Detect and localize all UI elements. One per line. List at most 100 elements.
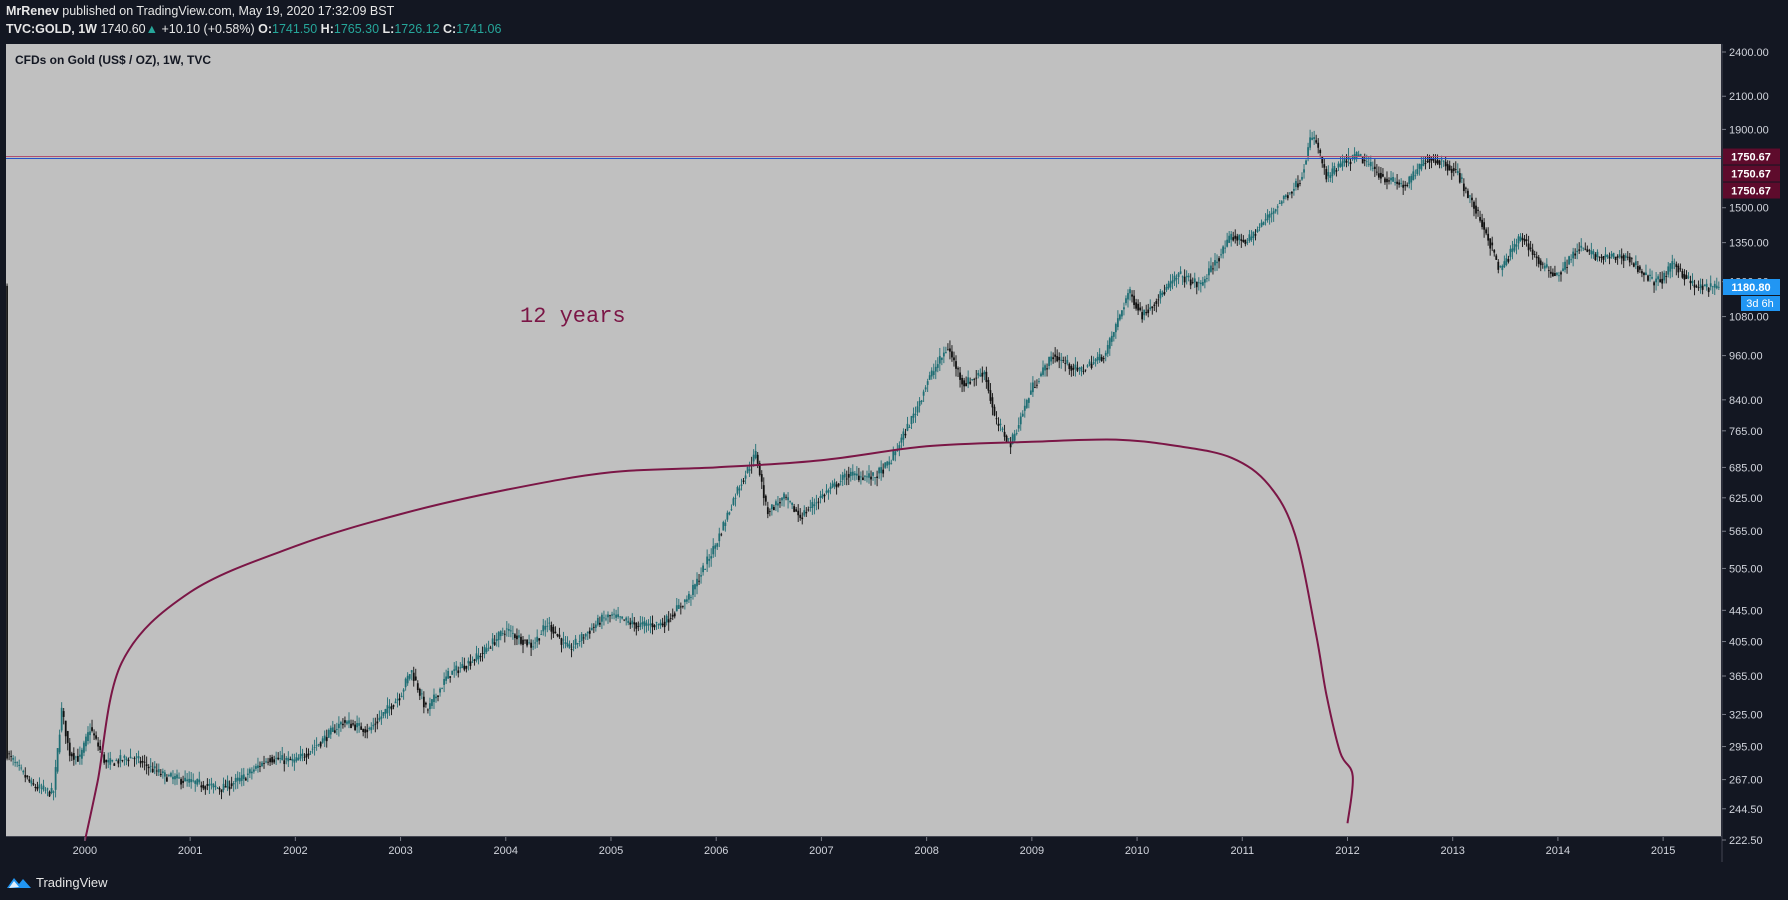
candle-body bbox=[435, 696, 437, 699]
candle-body bbox=[894, 451, 897, 456]
candle-body bbox=[1242, 240, 1245, 243]
candle-body bbox=[1424, 163, 1427, 165]
candle-body bbox=[1600, 257, 1603, 259]
candle-body bbox=[1343, 158, 1346, 163]
candle-body bbox=[172, 776, 174, 780]
candle-body bbox=[234, 778, 237, 783]
candle-body bbox=[1576, 250, 1579, 253]
candle-body bbox=[388, 706, 391, 709]
candle-body bbox=[1643, 272, 1645, 276]
candle-body bbox=[1078, 368, 1081, 370]
candle-body bbox=[400, 695, 403, 698]
candle-body bbox=[1347, 155, 1350, 160]
candle-body bbox=[803, 510, 806, 516]
candle-body bbox=[647, 624, 650, 626]
candle-body bbox=[947, 349, 949, 351]
candle-body bbox=[1329, 175, 1332, 179]
candle-body bbox=[293, 759, 296, 763]
price-tick-label: 765.00 bbox=[1729, 426, 1763, 438]
tradingview-footer[interactable]: TradingView bbox=[6, 872, 108, 892]
author-name[interactable]: MrRenev bbox=[6, 4, 59, 18]
candle-body bbox=[1042, 367, 1044, 375]
candle-body bbox=[673, 613, 676, 617]
candle-body bbox=[1100, 356, 1103, 361]
candle-body bbox=[1149, 307, 1152, 310]
candle-body bbox=[34, 786, 37, 788]
candle-body bbox=[337, 723, 340, 729]
candle-body bbox=[1717, 286, 1720, 288]
price-tick-label: 244.50 bbox=[1729, 804, 1763, 816]
publish-line: MrRenev published on TradingView.com, Ma… bbox=[6, 4, 394, 18]
candle-body bbox=[1250, 236, 1253, 240]
candle-body bbox=[1434, 160, 1437, 164]
candle-body bbox=[163, 772, 166, 777]
candle-body bbox=[155, 770, 158, 772]
candle-body bbox=[232, 783, 235, 785]
price-tick-label: 1350.00 bbox=[1729, 238, 1769, 250]
candle-body bbox=[1501, 265, 1504, 271]
candle-body bbox=[1428, 157, 1431, 163]
candle-body bbox=[230, 783, 233, 787]
price-tick-label: 2400.00 bbox=[1729, 47, 1769, 59]
candle-body bbox=[420, 693, 423, 695]
candle-body bbox=[582, 637, 585, 639]
time-tick-label: 2012 bbox=[1335, 845, 1359, 857]
candle-body bbox=[1630, 258, 1633, 260]
candle-body bbox=[281, 755, 284, 761]
price-tick-label: 1500.00 bbox=[1729, 203, 1769, 215]
candle-body bbox=[1398, 182, 1401, 185]
horizontal-lines[interactable] bbox=[6, 156, 1721, 160]
candle-body bbox=[414, 676, 417, 681]
candle-body bbox=[396, 699, 399, 701]
candle-body bbox=[787, 497, 789, 501]
annotation-curve[interactable] bbox=[83, 438, 1354, 841]
candle-body bbox=[540, 634, 543, 635]
candle-body bbox=[904, 433, 907, 436]
candle-body bbox=[726, 512, 729, 520]
candle-body bbox=[1442, 160, 1445, 162]
time-tick-label: 2002 bbox=[283, 845, 307, 857]
candle-body bbox=[1112, 332, 1115, 337]
candle-body bbox=[20, 767, 23, 769]
candle-body bbox=[125, 758, 128, 761]
candle-body bbox=[1711, 286, 1714, 288]
candle-body bbox=[866, 476, 868, 478]
candle-body bbox=[153, 766, 156, 769]
candle-body bbox=[967, 377, 970, 384]
candle-body bbox=[728, 512, 731, 515]
candle-body bbox=[930, 370, 933, 377]
candle-body bbox=[1715, 285, 1718, 289]
annotation-text[interactable]: 12 years bbox=[520, 304, 626, 329]
time-axis[interactable] bbox=[6, 837, 1721, 862]
time-tick-label: 2001 bbox=[178, 845, 202, 857]
candle-body bbox=[1123, 307, 1125, 310]
candle-body bbox=[103, 754, 106, 763]
candle-body bbox=[370, 727, 373, 731]
price-tags: 1750.67 1750.67 1750.67 1180.80 3d 6h bbox=[1723, 148, 1780, 312]
candle-body bbox=[1021, 413, 1024, 417]
candle-body bbox=[1145, 312, 1148, 314]
candle-body bbox=[1171, 280, 1174, 284]
candle-body bbox=[1543, 265, 1546, 269]
candle-body bbox=[690, 596, 692, 598]
candle-body bbox=[174, 776, 176, 780]
candle-body bbox=[1521, 237, 1524, 240]
candle-body bbox=[1090, 363, 1093, 368]
candle-body bbox=[1153, 304, 1156, 306]
candle-body bbox=[305, 754, 308, 758]
candle-body bbox=[1272, 211, 1275, 214]
candle-body bbox=[295, 757, 298, 761]
candle-body bbox=[857, 475, 860, 481]
plot-area[interactable] bbox=[6, 44, 1721, 836]
candle-body bbox=[319, 742, 322, 747]
candle-body bbox=[1503, 261, 1506, 268]
candle-body bbox=[398, 698, 401, 701]
candle-body bbox=[1533, 254, 1536, 255]
candle-body bbox=[603, 617, 605, 619]
candle-body bbox=[1675, 264, 1678, 268]
candle-body bbox=[746, 466, 749, 473]
candle-body bbox=[176, 774, 178, 779]
candle-body bbox=[969, 381, 972, 384]
countdown-tag bbox=[1741, 296, 1780, 312]
